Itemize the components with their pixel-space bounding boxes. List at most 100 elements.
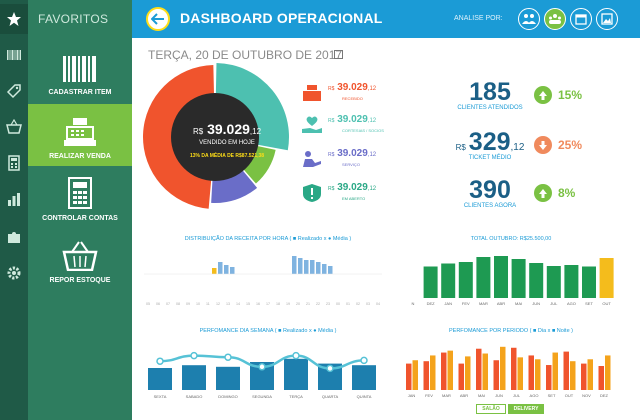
trend-percent: 25% (558, 138, 583, 152)
menu-item-realizar-venda[interactable]: REALIZAR VENDA (28, 104, 132, 166)
rail-puzzle[interactable] (0, 222, 28, 252)
rail-barcode[interactable] (0, 40, 28, 70)
period-day-bar[interactable] (581, 363, 587, 390)
barcode-icon (63, 56, 96, 82)
period-day-bar[interactable] (563, 351, 570, 390)
hourly-tick: 15 (246, 302, 250, 306)
week-average-point[interactable] (292, 351, 300, 360)
rail-tag[interactable] (0, 76, 28, 106)
stat-value: R$ 329,12 (455, 128, 525, 156)
trend-up-circle (534, 184, 552, 202)
period-day-bar[interactable] (493, 360, 500, 390)
hourly-bar[interactable] (310, 260, 315, 274)
currency: R$ (328, 118, 335, 124)
month-bar[interactable] (599, 258, 614, 298)
hourly-bar[interactable] (212, 268, 217, 274)
period-day-bar[interactable] (406, 363, 412, 390)
donut-slice[interactable] (143, 65, 215, 209)
month-bar[interactable] (458, 262, 473, 298)
period-day-bar[interactable] (441, 352, 447, 390)
period-night-bar[interactable] (447, 350, 454, 390)
week-bar[interactable] (216, 366, 240, 390)
rail-gear[interactable] (0, 258, 28, 288)
hourly-bar[interactable] (328, 266, 333, 274)
period-day-bar[interactable] (423, 361, 430, 390)
trend-percent: 15% (558, 88, 583, 102)
hourly-tick: 16 (256, 302, 260, 306)
back-button[interactable] (146, 7, 170, 31)
gallery-icon (601, 13, 613, 25)
month-tick: DEZ (427, 301, 436, 306)
month-bar[interactable] (423, 266, 438, 299)
week-bar[interactable] (352, 365, 376, 390)
hourly-bar[interactable] (298, 258, 303, 274)
month-bar[interactable] (441, 263, 456, 299)
rail-basket[interactable] (0, 112, 28, 142)
hourly-tick: 11 (206, 302, 210, 306)
analyse-people-button[interactable] (518, 8, 540, 30)
hourly-bar[interactable] (304, 260, 309, 274)
period-night-bar[interactable] (605, 355, 611, 390)
tab-salao[interactable]: SALÃO (476, 404, 506, 414)
rail-bar-chart[interactable] (0, 184, 28, 214)
period-day-bar[interactable] (476, 348, 482, 390)
week-average-point[interactable] (190, 351, 198, 360)
month-bar[interactable] (476, 257, 491, 298)
month-bar[interactable] (494, 256, 508, 298)
donut-slice[interactable] (211, 169, 258, 203)
tab-delivery[interactable]: DELIVERY (508, 404, 544, 414)
week-average-point[interactable] (326, 364, 334, 373)
week-average-point[interactable] (360, 356, 368, 365)
menu-item-cadastrar-item[interactable]: CADASTRAR ITEM (28, 40, 132, 102)
period-night-bar[interactable] (482, 353, 489, 390)
analyse-calendar-button[interactable] (570, 8, 592, 30)
period-night-bar[interactable] (412, 360, 419, 390)
week-bar[interactable] (284, 358, 308, 390)
rail-calculator[interactable] (0, 148, 28, 178)
hourly-bar[interactable] (322, 264, 327, 274)
week-average-point[interactable] (224, 353, 232, 361)
period-night-bar[interactable] (500, 346, 506, 390)
rail-star[interactable] (0, 4, 28, 34)
hourly-tick: 06 (156, 302, 160, 306)
hourly-bar[interactable] (224, 265, 229, 274)
period-day-bar[interactable] (511, 347, 517, 390)
month-tick: JUN (532, 301, 540, 306)
kpi-value-cents: ,12 (367, 152, 377, 158)
period-day-bar[interactable] (528, 355, 535, 390)
month-tick: FEV (462, 301, 470, 306)
period-night-bar[interactable] (535, 359, 541, 390)
period-day-bar[interactable] (598, 366, 605, 390)
week-bar[interactable] (182, 365, 206, 390)
donut-slice[interactable] (215, 63, 289, 151)
analyse-gallery-button[interactable] (596, 8, 618, 30)
period-day-bar[interactable] (458, 363, 465, 390)
donut-slice[interactable] (242, 145, 276, 184)
period-night-bar[interactable] (517, 357, 524, 390)
hourly-bar[interactable] (218, 262, 223, 274)
month-bar[interactable] (511, 259, 526, 298)
period-night-bar[interactable] (587, 359, 594, 390)
hourly-bar[interactable] (316, 262, 321, 274)
period-night-bar[interactable] (570, 361, 576, 390)
analyse-crowd-button[interactable] (544, 8, 566, 30)
period-night-bar[interactable] (430, 355, 436, 390)
period-night-bar[interactable] (552, 352, 559, 390)
month-bar[interactable] (582, 266, 596, 299)
week-average-point[interactable] (156, 357, 164, 365)
week-bar[interactable] (148, 368, 172, 390)
menu-item-controlar-contas[interactable]: CONTROLAR CONTAS (28, 166, 132, 228)
month-bar[interactable] (529, 263, 544, 298)
calendar-icon[interactable] (334, 50, 343, 59)
kpi-row: R$ 39.029,12 EM ABERTO (302, 182, 412, 210)
month-bar[interactable] (546, 266, 561, 298)
week-average-point[interactable] (258, 363, 266, 371)
menu-item-repor-estoque[interactable]: REPOR ESTOQUE (28, 228, 132, 290)
hourly-bar[interactable] (292, 256, 297, 274)
month-bar[interactable] (564, 265, 579, 298)
hourly-bar[interactable] (230, 267, 235, 274)
hourly-tick: 01 (346, 302, 350, 306)
period-day-bar[interactable] (546, 365, 552, 390)
period-night-bar[interactable] (465, 356, 471, 390)
kpi-row: R$ 39.029,12 SERVIÇO (302, 148, 412, 176)
